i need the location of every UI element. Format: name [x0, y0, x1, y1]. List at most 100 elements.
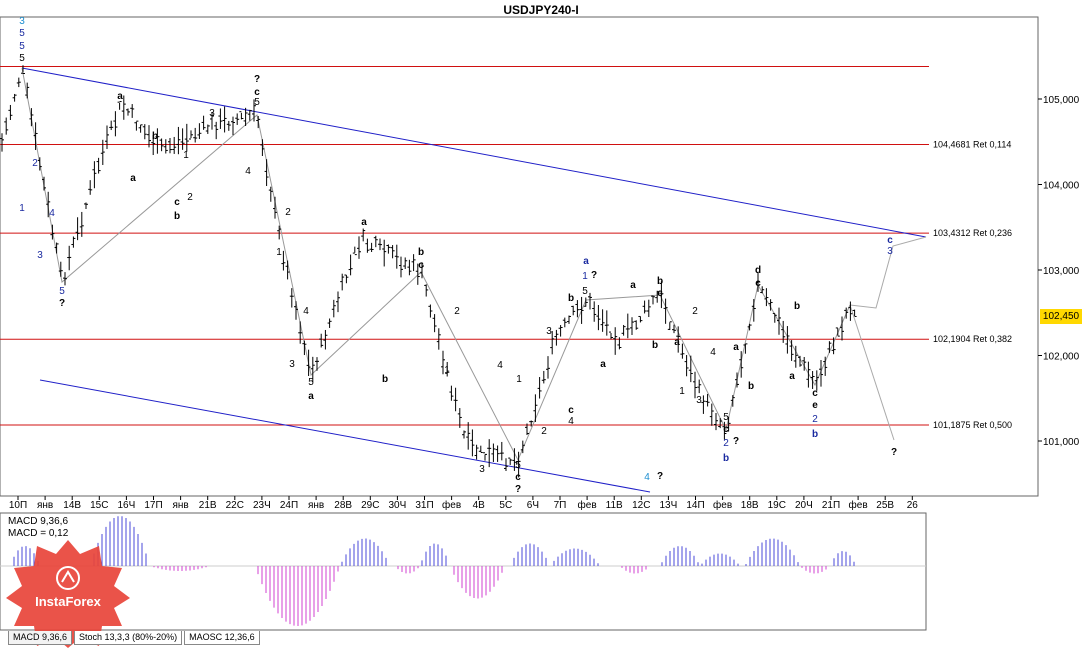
wave-label-11: b — [152, 131, 158, 142]
wave-label-47: c — [568, 405, 574, 416]
wave-label-57: 1 — [679, 386, 685, 397]
fib-label-3: 102,1904 Ret 0,382 — [933, 334, 1012, 344]
wave-label-4: 2 — [32, 158, 38, 169]
price-label-1: 104,000 — [1043, 181, 1080, 192]
wave-label-66: d — [755, 265, 761, 276]
wave-label-7: 3 — [37, 250, 43, 261]
wave-label-23: 1 — [276, 247, 282, 258]
wave-label-74: c — [887, 235, 893, 246]
wave-label-32: 2 — [454, 306, 460, 317]
chart-title: USDJPY240-I — [503, 3, 578, 17]
date-label-31: фев — [849, 499, 868, 511]
wave-label-76: 4 — [644, 472, 650, 483]
wave-label-15: c — [174, 197, 180, 208]
wave-label-70: c — [812, 388, 818, 399]
date-label-8: 22С — [226, 500, 244, 511]
wave-label-33: 1 — [444, 365, 450, 376]
wave-label-53: b — [652, 340, 658, 351]
date-label-23: 12С — [632, 500, 650, 511]
date-label-27: 18В — [741, 500, 759, 511]
tab-macd[interactable]: MACD 9,36,6 — [8, 631, 72, 645]
date-label-30: 21П — [822, 500, 840, 511]
wave-label-19: ? — [254, 74, 260, 85]
wave-label-65: b — [748, 381, 754, 392]
wave-label-3: 5 — [19, 53, 25, 64]
date-label-13: 29С — [361, 500, 379, 511]
logo-text: InstaForex — [4, 594, 132, 609]
fib-label-2: 103,4312 Ret 0,236 — [933, 228, 1012, 238]
wave-label-8: 5 — [59, 286, 65, 297]
date-label-11: янв — [308, 500, 324, 511]
wave-label-44: ? — [591, 270, 597, 281]
price-label-2: 103,000 — [1043, 266, 1080, 277]
macd-value: MACD = 0,12 — [8, 528, 68, 540]
date-label-0: 10П — [9, 500, 27, 511]
date-label-25: 14П — [686, 500, 704, 511]
indicator-tabs: MACD 9,36,6 Stoch 13,3,3 (80%-20%) MAOSC… — [8, 631, 262, 645]
wave-label-72: 2 — [812, 414, 818, 425]
date-label-24: 13Ч — [660, 500, 678, 511]
date-label-4: 16Ч — [118, 500, 136, 511]
wave-label-52: c — [657, 288, 663, 299]
tab-maosc[interactable]: MAOSC 12,36,6 — [184, 631, 260, 645]
wave-label-27: a — [308, 391, 314, 402]
wave-label-13: 1 — [183, 150, 189, 161]
wave-label-41: 3 — [546, 326, 552, 337]
wave-label-78: ? — [891, 447, 897, 458]
wave-label-75: 3 — [887, 246, 893, 257]
fib-label-4: 101,1875 Ret 0,500 — [933, 420, 1012, 430]
wave-label-12: a — [130, 173, 136, 184]
wave-label-68: b — [794, 301, 800, 312]
date-label-10: 24П — [280, 500, 298, 511]
wave-label-0: 3 — [19, 16, 25, 27]
date-label-2: 14В — [63, 500, 81, 511]
wave-label-24: 4 — [303, 306, 309, 317]
date-label-3: 15С — [90, 500, 108, 511]
date-label-5: 17П — [144, 500, 162, 511]
price-label-3: 102,000 — [1043, 352, 1080, 363]
wave-label-56: 4 — [710, 347, 716, 358]
wave-label-60: 5 — [723, 412, 729, 423]
wave-label-50: a — [630, 280, 636, 291]
wave-label-58: 3 — [696, 395, 702, 406]
macd-pane — [0, 513, 926, 630]
wave-label-42: a — [583, 256, 589, 267]
wave-label-6: 4 — [49, 208, 55, 219]
wave-label-45: b — [568, 293, 574, 304]
wave-label-55: 2 — [692, 306, 698, 317]
date-label-15: 31П — [415, 500, 433, 511]
tab-stoch[interactable]: Stoch 13,3,3 (80%-20%) — [74, 631, 182, 645]
wave-label-37: 2 — [541, 426, 547, 437]
date-label-32: 25В — [876, 500, 894, 511]
date-axis: 10Пянв14В15С16Ч17Пянв21В22С23Ч24Пянв28В2… — [9, 496, 918, 511]
wave-label-48: 4 — [568, 416, 574, 427]
wave-label-16: b — [174, 211, 180, 222]
wave-label-61: c — [723, 424, 729, 435]
date-label-12: 28В — [334, 500, 352, 511]
wave-label-34: 4 — [497, 360, 503, 371]
wave-label-40: ? — [515, 484, 521, 495]
wave-label-51: b — [657, 276, 663, 287]
date-label-33: 26 — [907, 500, 919, 511]
price-label-0: 105,000 — [1043, 95, 1080, 106]
date-label-6: янв — [172, 500, 188, 511]
date-label-17: 4В — [473, 500, 486, 511]
wave-label-21: 5 — [254, 97, 260, 108]
date-label-22: 11В — [606, 500, 623, 511]
date-label-1: янв — [37, 500, 53, 511]
wave-label-59: a — [733, 342, 739, 353]
wave-label-28: a — [361, 217, 367, 228]
wave-label-39: c — [515, 472, 521, 483]
date-label-14: 30Ч — [389, 500, 407, 511]
price-label-4: 101,000 — [1043, 437, 1080, 448]
wave-label-18: 4 — [245, 166, 251, 177]
wave-label-5: 1 — [19, 203, 25, 214]
wave-label-25: 3 — [289, 359, 295, 370]
date-label-7: 21В — [199, 500, 217, 511]
date-label-16: фев — [442, 499, 461, 511]
wave-label-1: 5 — [19, 28, 25, 39]
wave-label-54: a — [674, 337, 680, 348]
date-label-26: фев — [713, 499, 732, 511]
wave-label-10: a — [117, 91, 123, 102]
